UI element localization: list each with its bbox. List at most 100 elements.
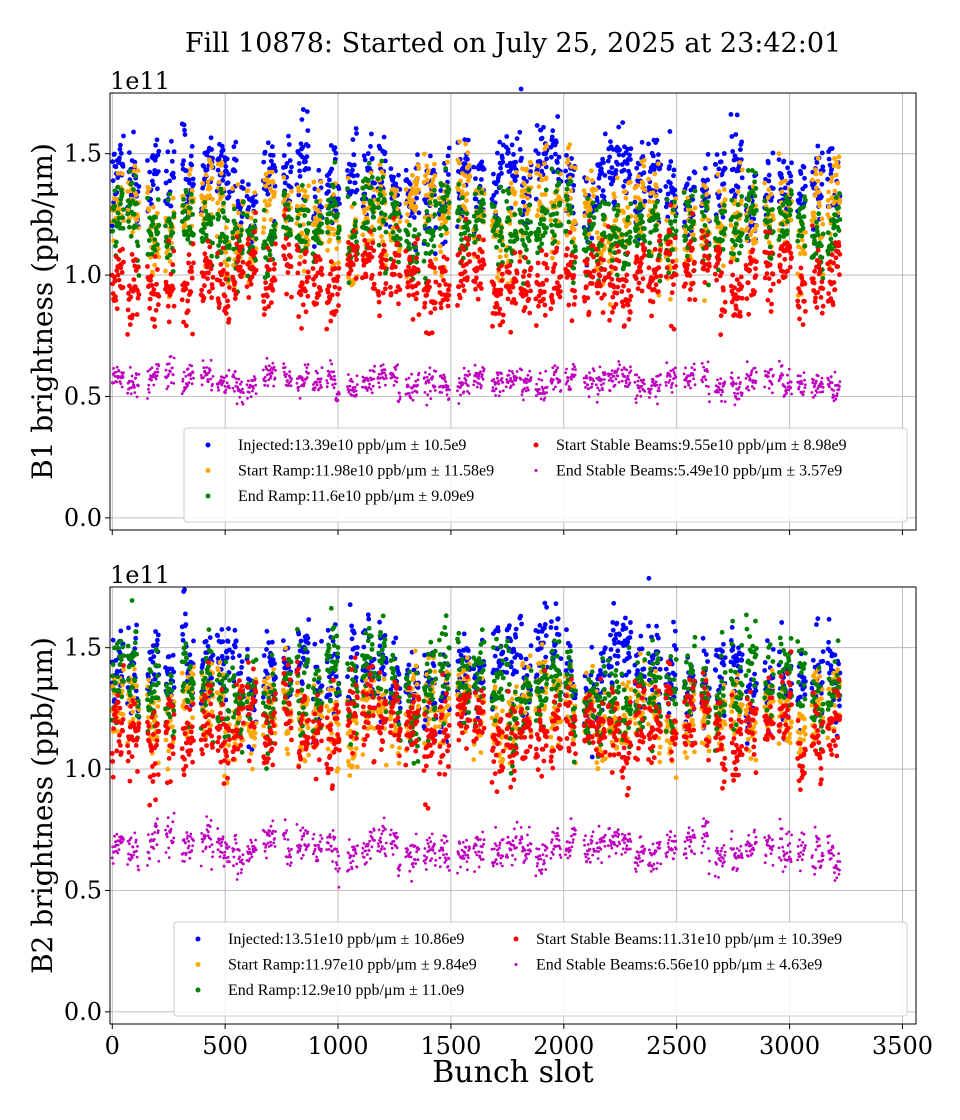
data-point — [244, 213, 250, 219]
data-point — [225, 298, 231, 304]
data-point — [303, 309, 309, 315]
data-point — [656, 252, 662, 258]
data-point — [348, 384, 352, 388]
data-point — [473, 286, 478, 292]
data-point — [252, 229, 258, 235]
data-point — [664, 197, 670, 203]
data-point — [541, 296, 546, 302]
data-point — [499, 278, 505, 283]
data-point — [739, 284, 745, 289]
data-point — [815, 290, 821, 295]
data-point — [328, 318, 334, 324]
data-point — [281, 153, 287, 158]
data-point — [652, 204, 658, 209]
data-point — [798, 290, 803, 296]
data-point — [127, 322, 133, 327]
data-point — [732, 226, 738, 232]
data-point — [282, 362, 286, 366]
data-point — [788, 179, 794, 184]
data-point — [627, 229, 633, 235]
data-point — [540, 282, 546, 287]
data-point — [397, 219, 403, 225]
data-point — [211, 375, 215, 378]
data-point — [313, 259, 319, 264]
data-point — [432, 173, 438, 178]
data-point — [202, 283, 207, 289]
data-point — [222, 259, 228, 265]
data-point — [535, 260, 541, 266]
data-point — [526, 207, 531, 213]
data-point — [837, 251, 843, 257]
data-point — [372, 377, 376, 381]
data-point — [826, 204, 832, 210]
data-point — [654, 227, 659, 233]
data-point — [585, 295, 591, 301]
data-point — [667, 229, 672, 235]
data-point — [443, 219, 449, 225]
data-point — [728, 112, 734, 117]
data-point — [614, 234, 619, 240]
data-point — [539, 135, 545, 141]
data-point — [150, 378, 153, 382]
data-point — [642, 198, 648, 204]
data-point — [332, 386, 336, 390]
data-point — [263, 171, 269, 177]
data-point — [368, 369, 372, 372]
data-point — [653, 223, 659, 229]
data-point — [131, 187, 136, 192]
data-point — [155, 169, 161, 175]
data-point — [224, 235, 230, 240]
data-point — [286, 379, 289, 382]
data-point — [571, 183, 577, 188]
data-point — [148, 278, 154, 283]
data-point — [333, 201, 339, 207]
data-point — [416, 166, 422, 171]
data-point — [535, 273, 540, 278]
data-point — [837, 217, 843, 222]
data-point — [200, 181, 206, 186]
data-point — [690, 211, 696, 216]
data-point — [829, 146, 835, 151]
data-point — [549, 154, 554, 160]
data-point — [635, 286, 641, 292]
data-point — [223, 249, 229, 255]
data-point — [737, 250, 742, 256]
data-point — [688, 287, 693, 292]
data-point — [446, 200, 452, 206]
data-point — [191, 231, 196, 237]
data-point — [476, 185, 482, 191]
data-point — [328, 271, 333, 277]
data-point — [266, 304, 272, 309]
data-point — [585, 196, 591, 202]
data-point — [380, 175, 386, 180]
data-point — [602, 213, 607, 219]
data-point — [311, 282, 317, 288]
data-point — [305, 143, 311, 149]
data-point — [833, 255, 839, 261]
data-point — [232, 375, 236, 379]
data-point — [319, 377, 323, 381]
data-point — [224, 156, 230, 162]
data-point — [446, 145, 452, 151]
data-point — [554, 245, 560, 251]
data-point — [721, 263, 726, 269]
data-point — [264, 379, 267, 383]
data-point — [457, 139, 463, 145]
data-point — [234, 377, 238, 380]
data-point — [836, 228, 842, 233]
data-point — [155, 210, 160, 216]
data-point — [456, 284, 462, 290]
data-point — [494, 302, 500, 308]
data-point — [301, 376, 304, 380]
data-point — [287, 158, 293, 163]
data-point — [146, 369, 150, 373]
data-point — [704, 232, 710, 238]
data-point — [349, 188, 355, 194]
data-point — [810, 223, 815, 229]
data-point — [372, 370, 376, 373]
data-point — [282, 191, 288, 197]
data-point — [324, 220, 330, 226]
data-point — [234, 234, 240, 240]
data-point — [620, 238, 626, 244]
data-point — [247, 391, 251, 394]
